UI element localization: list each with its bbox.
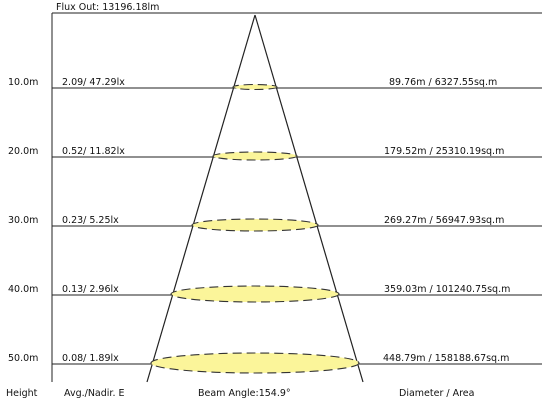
height-column-label: Height <box>6 388 38 399</box>
height-label: 50.0m <box>8 353 38 364</box>
diameter-area-value: 89.76m / 6327.55sq.m <box>389 77 497 88</box>
light-spot-30m <box>191 218 319 232</box>
light-spot-50m <box>150 352 360 374</box>
beam-angle-label: Beam Angle:154.9° <box>198 388 291 399</box>
light-spots <box>150 83 360 374</box>
illuminance-value: 0.52/ 11.82lx <box>62 146 125 157</box>
cone-right-edge <box>254 14 364 383</box>
cone-left-edge <box>146 14 256 383</box>
light-spot-40m <box>170 285 340 303</box>
illuminance-value: 0.23/ 5.25lx <box>62 215 119 226</box>
diameter-area-value: 448.79m / 158188.67sq.m <box>383 353 509 364</box>
beam-cone <box>146 14 364 383</box>
illuminance-value: 2.09/ 47.29lx <box>62 77 125 88</box>
illuminance-column-label: Avg./Nadir. E <box>64 388 125 399</box>
light-spot-20m <box>212 151 298 161</box>
flux-out-label: Flux Out: 13196.18lm <box>56 2 159 13</box>
diameter-area-value: 359.03m / 101240.75sq.m <box>384 284 510 295</box>
illuminance-value: 0.08/ 1.89lx <box>62 353 119 364</box>
diameter-area-column-label: Diameter / Area <box>399 388 474 399</box>
diameter-area-value: 179.52m / 25310.19sq.m <box>384 146 504 157</box>
height-label: 10.0m <box>8 77 38 88</box>
light-spot-10m <box>232 83 278 91</box>
height-label: 40.0m <box>8 284 38 295</box>
diameter-area-value: 269.27m / 56947.93sq.m <box>384 215 504 226</box>
height-label: 20.0m <box>8 146 38 157</box>
height-label: 30.0m <box>8 215 38 226</box>
illuminance-value: 0.13/ 2.96lx <box>62 284 119 295</box>
